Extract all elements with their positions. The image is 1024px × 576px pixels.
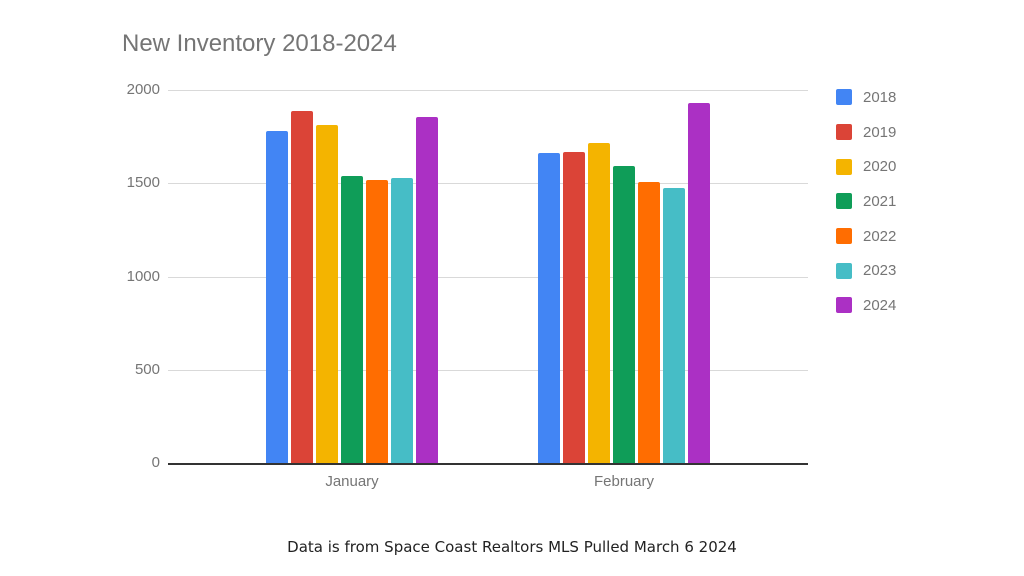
bar-january-2024[interactable]: [416, 117, 438, 463]
legend-swatch-icon: [836, 124, 852, 141]
legend: 2018 2019 2020 2021 2022 2023 2024: [836, 80, 896, 323]
y-tick-label: 2000: [126, 81, 160, 98]
bar-january-2020[interactable]: [316, 124, 338, 463]
bar-january-2022[interactable]: [366, 179, 388, 463]
bar-january-2018[interactable]: [266, 131, 288, 463]
x-tick-label: January: [325, 473, 379, 490]
legend-label: 2019: [863, 123, 897, 141]
bar-january-2019[interactable]: [291, 110, 313, 463]
legend-item-2021[interactable]: 2021: [836, 184, 896, 219]
bar-february-2022[interactable]: [638, 182, 660, 463]
bar-february-2019[interactable]: [563, 151, 585, 463]
gridline: [168, 183, 808, 185]
legend-swatch-icon: [836, 262, 852, 279]
y-tick-label: 1000: [126, 267, 160, 285]
legend-item-2018[interactable]: 2018: [836, 80, 896, 115]
x-axis-line: [168, 463, 808, 465]
legend-label: 2021: [863, 192, 897, 210]
y-tick-label: 500: [134, 360, 160, 378]
legend-item-2022[interactable]: 2022: [836, 219, 896, 254]
gridline: [168, 369, 808, 371]
legend-swatch-icon: [836, 89, 852, 106]
bar-february-2023[interactable]: [663, 187, 685, 463]
legend-label: 2024: [863, 296, 897, 314]
chart-title: New Inventory 2018-2024: [122, 30, 397, 57]
legend-swatch-icon: [836, 297, 852, 314]
legend-item-2019[interactable]: 2019: [836, 115, 896, 150]
legend-label: 2022: [863, 227, 897, 245]
legend-item-2020[interactable]: 2020: [836, 149, 896, 184]
x-tick-label: February: [593, 473, 655, 490]
bar-february-2024[interactable]: [688, 103, 710, 463]
legend-swatch-icon: [836, 228, 852, 245]
legend-label: 2023: [863, 262, 897, 280]
bar-february-2018[interactable]: [538, 153, 560, 463]
gridline: [168, 276, 808, 278]
bar-january-2021[interactable]: [341, 175, 363, 463]
bar-february-2021[interactable]: [613, 166, 635, 463]
legend-label: 2020: [863, 158, 897, 176]
bar-january-2023[interactable]: [391, 177, 413, 463]
legend-label: 2018: [863, 88, 897, 106]
legend-swatch-icon: [836, 158, 852, 175]
footnote: Data is from Space Coast Realtors MLS Pu…: [287, 538, 737, 556]
y-tick-label: 0: [151, 454, 160, 471]
legend-swatch-icon: [836, 193, 852, 210]
gridline: [168, 90, 808, 91]
bar-february-2020[interactable]: [588, 143, 610, 463]
legend-item-2024[interactable]: 2024: [836, 288, 896, 323]
legend-item-2023[interactable]: 2023: [836, 253, 896, 288]
y-tick-label: 1500: [126, 174, 160, 192]
